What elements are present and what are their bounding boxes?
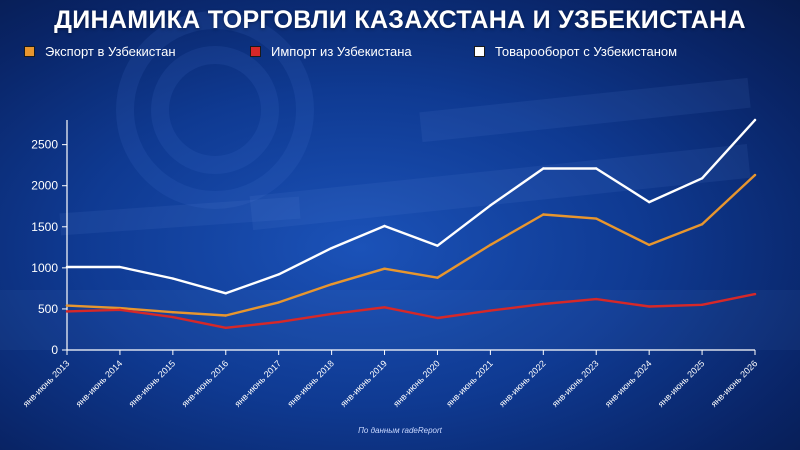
data-point bbox=[171, 277, 175, 280]
x-tick-label: янв-июнь 2014 bbox=[74, 358, 125, 409]
legend-swatch-turnover bbox=[474, 46, 485, 57]
series-line-1 bbox=[65, 292, 757, 329]
legend-item-turnover: Товарооборот с Узбекистаном bbox=[474, 44, 677, 59]
data-point bbox=[65, 265, 69, 269]
x-tick-label: янв-июнь 2023 bbox=[550, 358, 601, 409]
data-point bbox=[753, 118, 757, 122]
data-point bbox=[171, 311, 175, 314]
x-tick-label: янв-июнь 2015 bbox=[127, 358, 178, 409]
data-point bbox=[753, 292, 757, 296]
data-point bbox=[224, 292, 227, 295]
chart-title: ДИНАМИКА ТОРГОВЛИ КАЗАХСТАНА И УЗБЕКИСТА… bbox=[54, 6, 746, 34]
data-point bbox=[383, 306, 386, 309]
data-point bbox=[224, 314, 227, 317]
x-tick-label: янв-июнь 2018 bbox=[285, 358, 336, 409]
data-point bbox=[171, 315, 175, 319]
x-tick-label: янв-июнь 2013 bbox=[21, 358, 72, 409]
x-tick-label: янв-июнь 2021 bbox=[444, 358, 495, 409]
data-point bbox=[118, 308, 122, 311]
x-tick-label: янв-июнь 2017 bbox=[232, 358, 283, 409]
data-point bbox=[436, 244, 439, 247]
x-tick-label: янв-июнь 2019 bbox=[338, 358, 389, 409]
data-point bbox=[118, 265, 122, 269]
data-point bbox=[647, 243, 651, 247]
data-point bbox=[330, 246, 333, 250]
legend-label-import: Импорт из Узбекистана bbox=[271, 44, 412, 59]
data-point bbox=[65, 304, 69, 307]
data-point bbox=[595, 217, 598, 220]
series-line-2 bbox=[65, 118, 757, 295]
data-point bbox=[436, 276, 439, 279]
x-tick-label: янв-июнь 2016 bbox=[180, 358, 231, 409]
legend-swatch-import bbox=[250, 46, 261, 57]
x-tick-label: янв-июнь 2022 bbox=[497, 358, 548, 409]
y-tick-label: 2000 bbox=[31, 179, 58, 193]
data-point bbox=[542, 213, 545, 216]
x-tick-label: янв-июнь 2020 bbox=[391, 358, 442, 409]
data-point bbox=[383, 224, 386, 228]
x-tick-label: янв-июнь 2026 bbox=[709, 358, 760, 409]
x-tick-label: янв-июнь 2025 bbox=[656, 358, 707, 409]
data-point bbox=[277, 320, 280, 324]
x-tick-label: янв-июнь 2024 bbox=[603, 358, 654, 409]
data-point bbox=[542, 167, 545, 170]
series-line-0 bbox=[65, 173, 757, 317]
data-point bbox=[330, 283, 333, 286]
data-point bbox=[700, 177, 704, 180]
legend-item-export: Экспорт в Узбекистан bbox=[24, 44, 176, 59]
data-point bbox=[330, 312, 333, 316]
legend-label-turnover: Товарооборот с Узбекистаном bbox=[495, 44, 678, 59]
legend-swatch-export bbox=[24, 46, 35, 57]
data-point bbox=[595, 167, 598, 170]
data-point bbox=[489, 204, 492, 207]
data-point bbox=[224, 326, 227, 330]
legend-label-export: Экспорт в Узбекистан bbox=[45, 44, 176, 59]
legend: Экспорт в Узбекистан Импорт из Узбекиста… bbox=[0, 44, 800, 64]
y-tick-label: 2500 bbox=[31, 138, 58, 152]
data-point bbox=[65, 310, 69, 313]
data-point bbox=[489, 243, 492, 247]
data-point bbox=[277, 273, 280, 276]
data-point bbox=[489, 309, 492, 312]
legend-item-import: Импорт из Узбекистана bbox=[250, 44, 412, 59]
data-point bbox=[700, 223, 704, 226]
y-tick-label: 1000 bbox=[31, 261, 58, 275]
data-point bbox=[647, 200, 651, 204]
data-point bbox=[383, 267, 386, 270]
data-point bbox=[542, 302, 545, 306]
y-tick-label: 1500 bbox=[31, 220, 58, 234]
data-point bbox=[277, 301, 280, 304]
y-tick-label: 500 bbox=[38, 302, 58, 316]
y-tick-label: 0 bbox=[51, 343, 58, 357]
data-point bbox=[436, 316, 439, 320]
data-point bbox=[700, 303, 704, 307]
data-point bbox=[595, 297, 598, 301]
data-point bbox=[647, 305, 651, 308]
source-note: По данным radeReport bbox=[358, 426, 442, 435]
data-point bbox=[753, 173, 757, 177]
